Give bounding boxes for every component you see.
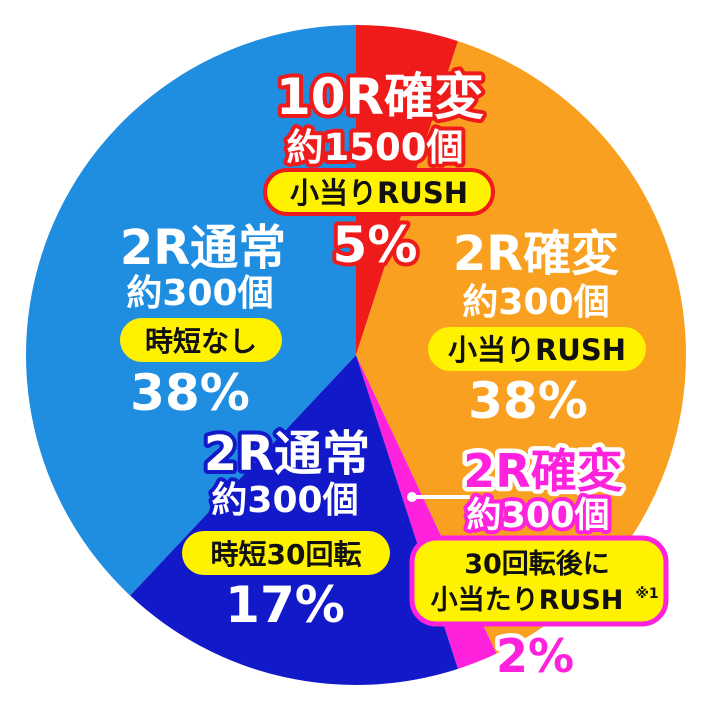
leader-dot <box>407 492 417 502</box>
pill-text-2r-tsujo-17: 時短30回転 <box>211 538 362 571</box>
slice-sub-2r-tsujo-38: 約300個 <box>126 273 273 314</box>
pill-text-2r-tsujo-38: 時短なし <box>145 325 257 358</box>
slice-sub-2r-tsujo-17: 約300個 <box>211 480 358 521</box>
slice-2r-tsujo-17 <box>130 355 458 685</box>
slice-2r-tsujo-38 <box>26 25 356 596</box>
pill-10r <box>263 168 495 216</box>
label-group-2r-tsujo-38: 2R通常 約300個 時短なし 38% <box>116 216 290 426</box>
slice-title-10r: 10R確変 <box>276 68 484 126</box>
pill-text-2r-kakuhen-2-line2: 小当たりRUSH <box>431 585 624 616</box>
labels-layer: 10R確変 約1500個 小当りRUSH 5% 2R確変 約300個 小当りRU… <box>116 64 669 688</box>
slice-sub-2r-kakuhen-2: 約300個 <box>466 496 609 536</box>
pill-2r-kakuhen-2 <box>409 535 669 627</box>
slice-sub-2r-kakuhen-38: 約300個 <box>462 282 609 323</box>
pill-2r-tsujo-38 <box>120 318 282 362</box>
pct-2r-kakuhen-38: 38% <box>468 372 588 430</box>
slice-title-2r-kakuhen-38: 2R確変 <box>453 226 619 282</box>
pill-text-2r-kakuhen-38: 小当りRUSH <box>448 333 626 367</box>
slice-title-2r-tsujo-17: 2R通常 <box>204 426 370 482</box>
pct-2r-tsujo-38: 38% <box>130 364 250 422</box>
slice-title-2r-tsujo-38: 2R通常 <box>120 220 286 276</box>
label-group-10r: 10R確変 約1500個 小当りRUSH 5% <box>263 64 495 278</box>
pill-text-2r-kakuhen-2-line1: 30回転後に <box>464 549 610 580</box>
slice-title-2r-kakuhen-2: 2R確変 <box>463 444 622 498</box>
slice-sub-10r: 約1500個 <box>287 126 464 169</box>
pill-2r-kakuhen-38 <box>428 327 646 371</box>
label-group-2r-kakuhen-38: 2R確変 約300個 小当りRUSH 38% <box>428 222 646 434</box>
pct-2r-kakuhen-2: 2% <box>496 629 574 683</box>
footnote-mark: ※1 <box>635 586 658 602</box>
pct-2r-tsujo-17: 17% <box>225 576 345 634</box>
label-group-2r-tsujo-17: 2R通常 約300個 時短30回転 17% <box>182 422 390 638</box>
label-group-2r-kakuhen-2: 2R確変 約300個 30回転後に 小当たりRUSH ※1 2% <box>407 440 669 688</box>
pct-10r: 5% <box>333 216 418 274</box>
pill-2r-tsujo-17 <box>182 531 390 575</box>
pill-text-10r: 小当りRUSH <box>290 176 468 210</box>
